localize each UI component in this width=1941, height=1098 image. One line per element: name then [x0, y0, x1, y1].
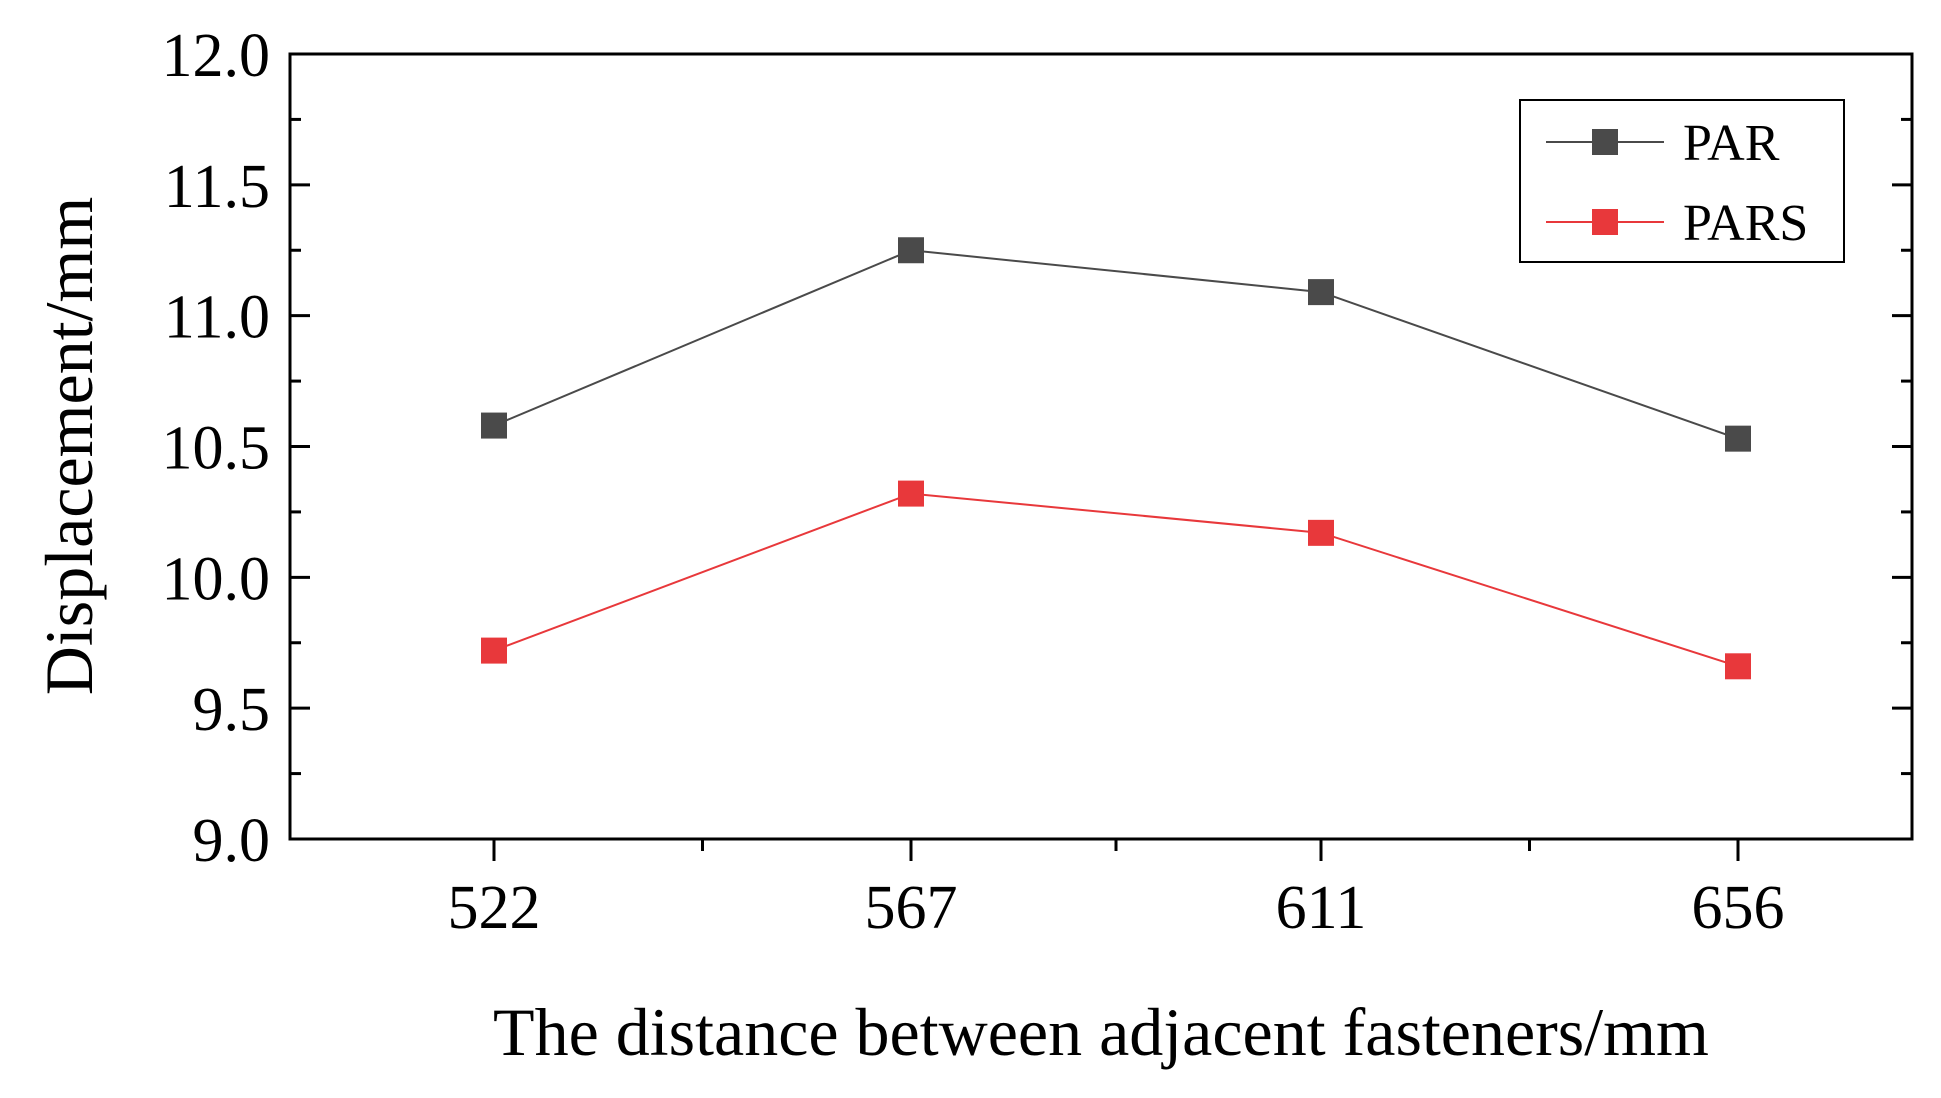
series-line-par	[493, 249, 1739, 440]
data-point-par	[1308, 279, 1334, 306]
ticks-layer: 9.0 9.5 10.0 10.5 11.0 11.5 12.0 522 567 611 656	[162, 22, 1912, 942]
data-point-par	[898, 237, 924, 264]
legend-label-par: PAR	[1683, 115, 1780, 172]
y-tick-label: 10.5	[162, 415, 271, 483]
y-tick-label: 10.0	[162, 545, 271, 613]
series-layer	[481, 237, 1751, 680]
y-tick-label: 11.5	[164, 153, 270, 221]
y-tick-label: 11.0	[164, 284, 270, 352]
series-line-pars	[493, 492, 1739, 668]
data-point-pars	[1308, 519, 1334, 546]
y-tick-label: 9.0	[193, 807, 271, 875]
y-tick-label: 9.5	[193, 676, 271, 744]
x-tick-label: 522	[448, 874, 541, 942]
x-tick-label: 567	[865, 874, 958, 942]
x-tick-label: 656	[1692, 874, 1785, 942]
data-point-pars	[898, 480, 924, 507]
data-point-par	[481, 412, 507, 439]
data-point-pars	[481, 637, 507, 664]
data-point-pars	[1725, 653, 1751, 680]
legend: PAR PARS	[1519, 99, 1845, 263]
plot-frame	[288, 52, 1914, 841]
y-axis-title: Displacement/mm	[31, 197, 107, 696]
legend-box	[1519, 99, 1845, 263]
legend-label-pars: PARS	[1683, 195, 1808, 252]
legend-marker-pars	[1592, 209, 1618, 235]
x-axis-title: The distance between adjacent fasteners/…	[493, 994, 1709, 1070]
data-point-par	[1725, 425, 1751, 452]
y-tick-label: 12.0	[162, 22, 271, 90]
legend-marker-par	[1592, 129, 1618, 155]
x-tick-label: 611	[1276, 874, 1367, 942]
